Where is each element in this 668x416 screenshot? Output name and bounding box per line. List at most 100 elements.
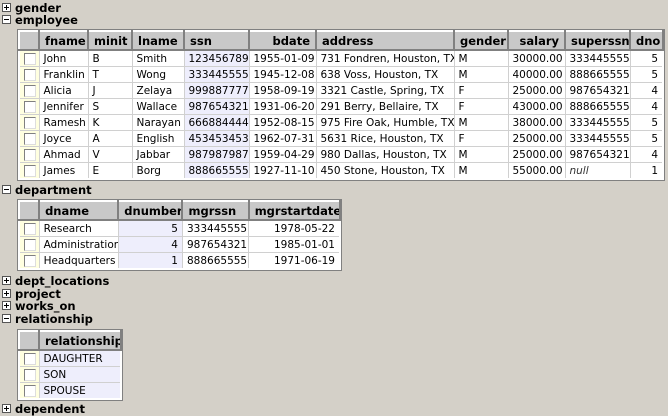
row-checkbox[interactable] [24,222,36,235]
cell-bdate[interactable]: 1945-12-08 [248,66,317,83]
expand-icon[interactable] [2,301,11,310]
cell-mgrstartdate[interactable]: 1978-05-22 [248,219,341,237]
row-checkbox[interactable] [24,52,36,65]
cell-minit[interactable]: T [87,66,133,83]
row-select-cell[interactable] [18,382,40,400]
cell-address[interactable]: 975 Fire Oak, Humble, TX [315,114,455,131]
row-checkbox[interactable] [24,238,36,251]
cell-salary[interactable]: 38000.00 [507,114,566,131]
cell-dno[interactable]: 4 [629,98,664,115]
cell-mgrssn[interactable]: 987654321 [181,236,250,253]
cell-ssn[interactable]: 987654321 [183,98,250,115]
cell-address[interactable]: 291 Berry, Bellaire, TX [315,98,455,115]
cell-superssn[interactable]: 888665555 [564,98,631,115]
column-header-salary[interactable]: salary [507,30,566,51]
section-dept_locations[interactable]: dept_locations [2,274,109,288]
table-row[interactable]: Administration 4 987654321 1985-01-01 [18,236,341,253]
cell-bdate[interactable]: 1958-09-19 [248,82,317,99]
cell-dname[interactable]: Administration [38,236,119,253]
cell-minit[interactable]: K [87,114,133,131]
cell-dname[interactable]: Research [38,219,119,237]
section-dependent[interactable]: dependent [2,402,85,416]
cell-dno[interactable]: 5 [629,130,664,147]
cell-ssn[interactable]: 999887777 [183,82,250,99]
table-row[interactable]: Jennifer S Wallace 987654321 1931-06-20 291 B… [18,98,664,115]
cell-relationship[interactable]: SPOUSE [38,382,122,400]
column-header-dno[interactable]: dno [629,30,664,51]
cell-superssn[interactable]: 888665555 [564,66,631,83]
cell-lname[interactable]: Wong [131,66,185,83]
cell-ssn[interactable]: 987987987 [183,146,250,163]
cell-salary[interactable]: 43000.00 [507,98,566,115]
row-select-cell[interactable] [18,252,40,270]
cell-gender[interactable]: F [453,82,509,99]
row-select-cell[interactable] [18,98,40,115]
cell-lname[interactable]: Zelaya [131,82,185,99]
cell-fname[interactable]: Ahmad [38,146,89,163]
row-checkbox[interactable] [24,164,36,177]
row-select-cell[interactable] [18,114,40,131]
cell-dno[interactable]: 1 [629,162,664,180]
table-row[interactable]: John B Smith 123456789 1955-01-09 731 Fondren… [18,49,664,67]
row-select-cell[interactable] [18,219,40,237]
cell-dnumber[interactable]: 5 [117,219,183,237]
cell-superssn[interactable]: 987654321 [564,146,631,163]
row-select-cell[interactable] [18,236,40,253]
table-row[interactable]: Alicia J Zelaya 999887777 1958-09-19 3321 Cas… [18,82,664,99]
expand-icon[interactable] [2,276,11,285]
column-header-dnumber[interactable]: dnumber [117,200,184,221]
collapse-icon[interactable] [2,15,11,24]
cell-superssn[interactable]: 333445555 [564,130,631,147]
table-row[interactable]: Research 5 333445555 1978-05-22 [18,219,341,237]
cell-fname[interactable]: Joyce [38,130,89,147]
cell-minit[interactable]: V [87,146,133,163]
cell-superssn[interactable]: null [564,162,631,180]
column-header-dname[interactable]: dname [38,200,120,221]
column-header-bdate[interactable]: bdate [248,30,317,51]
cell-fname[interactable]: Ramesh [38,114,89,131]
cell-lname[interactable]: Narayan [131,114,185,131]
row-select-cell[interactable] [18,130,40,147]
cell-dno[interactable]: 5 [629,114,664,131]
cell-ssn[interactable]: 123456789 [183,49,250,67]
cell-address[interactable]: 731 Fondren, Houston, TX [315,49,455,67]
row-checkbox[interactable] [24,100,36,113]
cell-address[interactable]: 3321 Castle, Spring, TX [315,82,455,99]
cell-relationship[interactable]: SON [38,366,122,383]
column-header-address[interactable]: address [315,30,455,51]
cell-minit[interactable]: E [87,162,133,180]
table-row[interactable]: SON [18,366,122,383]
row-checkbox[interactable] [24,68,36,81]
select-all-header[interactable] [18,330,40,351]
cell-salary[interactable]: 25000.00 [507,82,566,99]
row-checkbox[interactable] [24,352,36,365]
expand-icon[interactable] [2,289,11,298]
cell-fname[interactable]: Alicia [38,82,89,99]
section-relationship[interactable]: relationship [2,312,93,326]
select-all-header[interactable] [18,30,40,51]
cell-bdate[interactable]: 1959-04-29 [248,146,317,163]
section-works_on[interactable]: works_on [2,299,76,313]
cell-dno[interactable]: 5 [629,66,664,83]
section-department[interactable]: department [2,183,92,197]
row-select-cell[interactable] [18,366,40,383]
cell-gender[interactable]: M [453,114,509,131]
collapse-icon[interactable] [2,185,11,194]
cell-salary[interactable]: 55000.00 [507,162,566,180]
select-all-header[interactable] [18,200,41,221]
row-checkbox[interactable] [24,384,36,397]
cell-ssn[interactable]: 666884444 [183,114,250,131]
expand-icon[interactable] [2,404,11,413]
row-checkbox[interactable] [24,368,36,381]
column-header-superssn[interactable]: superssn [564,30,631,51]
row-select-cell[interactable] [18,349,40,367]
row-checkbox[interactable] [24,132,36,145]
cell-mgrstartdate[interactable]: 1985-01-01 [248,236,341,253]
cell-dnumber[interactable]: 4 [117,236,183,253]
cell-address[interactable]: 980 Dallas, Houston, TX [315,146,455,163]
cell-superssn[interactable]: 987654321 [564,82,631,99]
cell-lname[interactable]: English [131,130,185,147]
section-employee[interactable]: employee [2,13,78,27]
row-select-cell[interactable] [18,146,40,163]
table-row[interactable]: Franklin T Wong 333445555 1945-12-08 638 Voss… [18,66,664,83]
